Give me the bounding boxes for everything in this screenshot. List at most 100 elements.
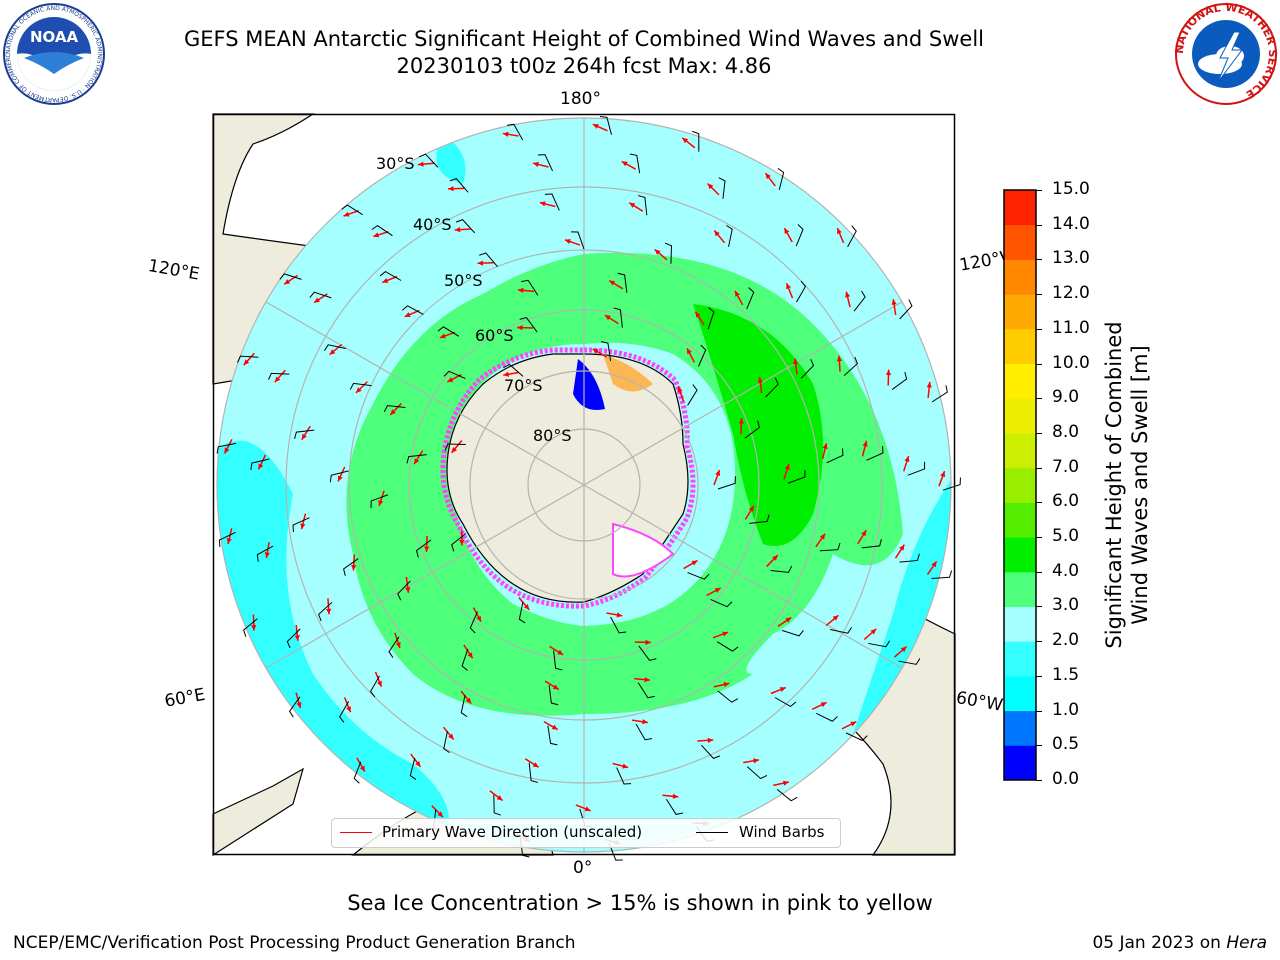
wind-barb <box>383 405 406 413</box>
wave-arrow-head <box>904 456 910 463</box>
wind-barb <box>899 299 913 320</box>
colorbar-segment <box>1004 190 1036 226</box>
wind-barb <box>765 377 779 398</box>
wind-barb <box>635 723 653 741</box>
colorbar-segment <box>1004 537 1036 573</box>
wind-barb-legend-swatch <box>696 832 728 833</box>
colorbar-tick-label: 6.0 <box>1052 491 1080 512</box>
map-legend: Primary Wave Direction (unscaled) Wind B… <box>331 818 841 848</box>
colorbar-tick-label: 0.0 <box>1052 769 1080 789</box>
wave-arrow-head <box>786 283 791 290</box>
colorbar-segment <box>1004 710 1036 746</box>
wind-barb <box>455 219 476 234</box>
lat-label-80s: 80°S <box>533 426 572 445</box>
wave-arrow-head <box>931 561 937 568</box>
wind-barb <box>687 384 698 406</box>
wave-arrow-head <box>467 652 473 659</box>
wind-barb <box>716 641 739 652</box>
wind-barb <box>637 682 655 699</box>
credit-left: NCEP/EMC/Verification Post Processing Pr… <box>13 933 576 953</box>
wind-barb <box>638 645 657 662</box>
wave-arrow-head <box>539 201 546 207</box>
wind-barb <box>744 420 761 439</box>
colorbar-tick-label: 13.0 <box>1052 248 1090 269</box>
colorbar-segment <box>1004 502 1036 538</box>
wave-arrow-head <box>592 348 599 354</box>
colorbar-segment <box>1004 259 1036 295</box>
wave-arrow-head <box>900 646 907 653</box>
wind-barb <box>847 225 857 248</box>
wave-arrow-head <box>836 355 842 362</box>
colorbar-tick-label: 14.0 <box>1052 213 1090 234</box>
wave-arrow-head <box>439 333 446 339</box>
wind-barb <box>599 116 612 135</box>
wave-arrow-head <box>373 232 380 238</box>
colorbar-segment <box>1004 363 1036 399</box>
lat-label-50s: 50°S <box>444 271 483 290</box>
wave-arrow-head <box>621 161 628 167</box>
wind-barb <box>830 627 853 634</box>
wave-arrows-layer <box>223 123 946 845</box>
colorbar-segment <box>1004 224 1036 260</box>
wave-arrow-head <box>616 612 623 618</box>
nws-logo: NATIONAL WEATHER SERVICE <box>1174 2 1278 105</box>
wind-barb <box>537 154 553 172</box>
colorbar-tick-label: 15.0 <box>1052 179 1090 199</box>
wave-arrow-head <box>629 202 636 208</box>
colorbar-tick-label: 5.0 <box>1052 526 1080 547</box>
wave-arrow-head <box>735 290 740 297</box>
colorbar-segment <box>1004 675 1036 712</box>
colorbar-segment <box>1004 432 1036 469</box>
noaa-logo-text: NOAA <box>30 28 79 46</box>
wind-barb <box>418 153 439 168</box>
wind-barb <box>349 382 372 390</box>
wind-barb <box>891 371 908 390</box>
lat-label-40s: 40°S <box>413 215 452 234</box>
wave-arrow-head <box>870 628 877 635</box>
wind-barb <box>726 224 733 247</box>
wind-barb <box>795 224 804 247</box>
wind-barb <box>666 798 684 815</box>
wave-arrow-head <box>337 475 343 482</box>
wave-arrow-head <box>532 762 539 768</box>
wind-barb <box>401 305 424 315</box>
wind-barb <box>898 658 921 665</box>
wave-arrow-head <box>326 608 332 615</box>
wave-arrow-head <box>691 560 698 566</box>
wave-arrow-head <box>707 183 714 190</box>
wave-arrow-head <box>447 377 454 383</box>
colorbar-title-line2: Wind Waves and Swell [m] <box>1128 345 1152 625</box>
wind-barb <box>616 767 632 785</box>
sea-ice-fringe <box>440 347 696 609</box>
wave-arrow-head <box>784 464 790 471</box>
wind-barb <box>329 470 349 483</box>
wind-barb <box>746 287 755 310</box>
colorbar-tick-label: 3.0 <box>1052 595 1080 616</box>
wave-direction-legend-swatch <box>340 832 372 833</box>
wave-arrow-head <box>414 458 420 465</box>
wind-barb <box>388 636 400 658</box>
colorbar-tick-mark <box>1036 259 1042 261</box>
wave-arrow-head <box>346 706 351 713</box>
wind-barb <box>687 572 710 580</box>
wave-arrow-head <box>454 227 461 233</box>
wind-barb <box>493 794 501 816</box>
wind-barb <box>776 788 798 802</box>
wind-barb <box>279 273 302 280</box>
wind-barb <box>749 514 770 524</box>
wave-arrow-head <box>448 186 454 192</box>
wind-barb <box>717 690 739 703</box>
wave-arrow-head <box>695 311 701 318</box>
colorbar-tick-mark <box>1036 467 1042 469</box>
wave-arrow-head <box>604 315 611 321</box>
colorbar-title-line1: Significant Height of Combined <box>1102 321 1126 649</box>
wave-arrow-head <box>757 377 763 383</box>
polar-map: 30°S 40°S 50°S 60°S 70°S 80°S <box>212 113 961 861</box>
wave-arrow-head <box>622 763 629 769</box>
wave-arrow-head <box>415 760 421 767</box>
colorbar-tick-mark <box>1036 190 1042 191</box>
wave-arrow-head <box>940 471 946 478</box>
wave-arrow-head <box>677 386 683 393</box>
wave-direction-legend-label: Primary Wave Direction (unscaled) <box>382 823 643 841</box>
wind-barb <box>216 442 237 454</box>
